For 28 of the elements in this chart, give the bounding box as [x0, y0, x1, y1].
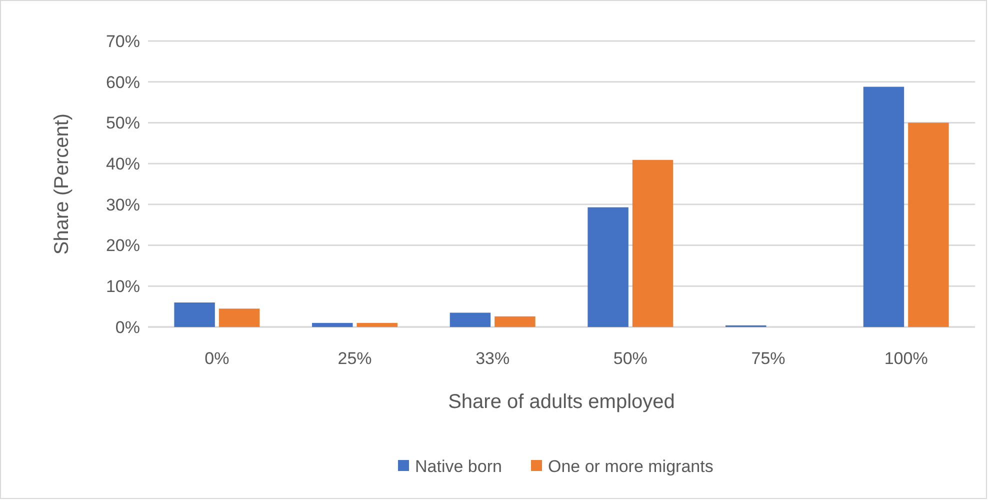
- bar: [218, 308, 260, 327]
- y-axis-title: Share (Percent): [51, 113, 73, 255]
- y-tick-label: 20%: [106, 236, 140, 256]
- legend-label: One or more migrants: [548, 456, 714, 476]
- legend-label: Native born: [415, 456, 502, 476]
- bar: [356, 322, 398, 327]
- bar: [312, 322, 353, 327]
- y-tick-label: 50%: [106, 114, 140, 133]
- bar: [908, 122, 949, 327]
- x-tick-label: 0%: [204, 349, 230, 368]
- x-tick-label: 25%: [338, 349, 372, 368]
- bar: [863, 86, 904, 327]
- x-tick-label: 33%: [476, 349, 510, 368]
- y-tick-label: 40%: [106, 154, 140, 174]
- x-tick-label: 75%: [751, 349, 786, 368]
- bar: [450, 312, 491, 327]
- x-axis-title: Share of adults employed: [448, 391, 675, 413]
- y-tick-label: 0%: [115, 318, 140, 337]
- y-tick-label: 60%: [106, 72, 140, 92]
- bar: [174, 302, 215, 327]
- bar: [632, 160, 674, 327]
- x-tick-label: 100%: [884, 349, 928, 368]
- x-tick-label: 50%: [613, 349, 648, 368]
- bar: [588, 207, 628, 327]
- y-tick-label: 30%: [106, 195, 140, 214]
- bar: [494, 316, 536, 327]
- y-tick-label: 70%: [106, 32, 140, 51]
- y-tick-label: 10%: [106, 277, 140, 296]
